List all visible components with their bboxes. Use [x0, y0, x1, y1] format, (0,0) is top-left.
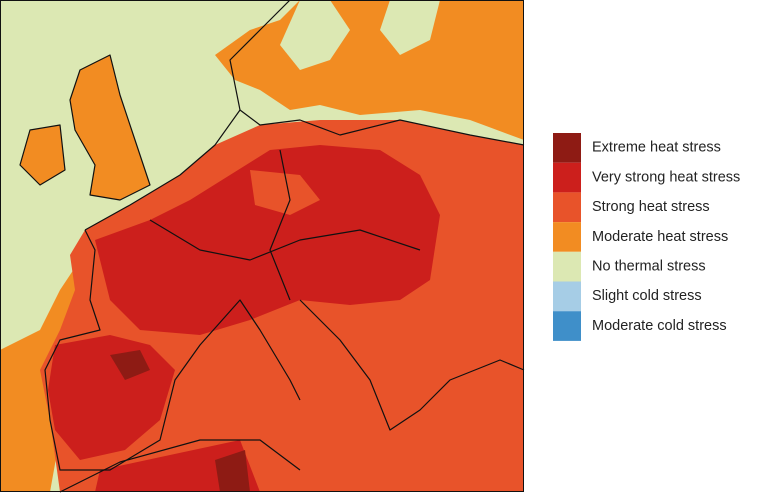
region-moderate: [20, 125, 65, 185]
legend-label: No thermal stress: [592, 258, 706, 274]
legend: Extreme heat stress Very strong heat stre…: [553, 133, 740, 341]
coastline: [69, 54, 151, 201]
legend-label: Very strong heat stress: [592, 169, 740, 185]
coastline: [229, 0, 291, 111]
region-none: [280, 0, 350, 70]
map: [0, 0, 525, 493]
region-extreme: [110, 350, 150, 380]
region-strong: [250, 170, 320, 215]
coastline: [19, 124, 66, 186]
legend-label: Extreme heat stress: [592, 140, 721, 156]
map-frame: [0, 0, 524, 492]
coastline: [299, 299, 525, 431]
coastline: [44, 229, 301, 471]
region-none: [380, 0, 440, 55]
legend-label: Slight cold stress: [592, 288, 702, 304]
coastline: [59, 439, 301, 493]
legend-swatch: [553, 133, 581, 163]
region-very-strong: [95, 145, 440, 335]
region-extreme: [215, 450, 250, 492]
coastline: [84, 109, 525, 231]
legend-label: Strong heat stress: [592, 199, 710, 215]
legend-swatch: [553, 251, 581, 282]
border: [269, 149, 291, 301]
legend-swatch: [553, 222, 581, 252]
region-moderate: [70, 55, 150, 200]
legend-label: Moderate cold stress: [592, 318, 727, 334]
legend-swatch: [553, 311, 581, 341]
border: [149, 219, 421, 261]
legend-swatch: [553, 192, 581, 223]
legend-swatch: [553, 281, 581, 312]
legend-swatch: [553, 162, 581, 193]
legend-label: Moderate heat stress: [592, 229, 728, 245]
